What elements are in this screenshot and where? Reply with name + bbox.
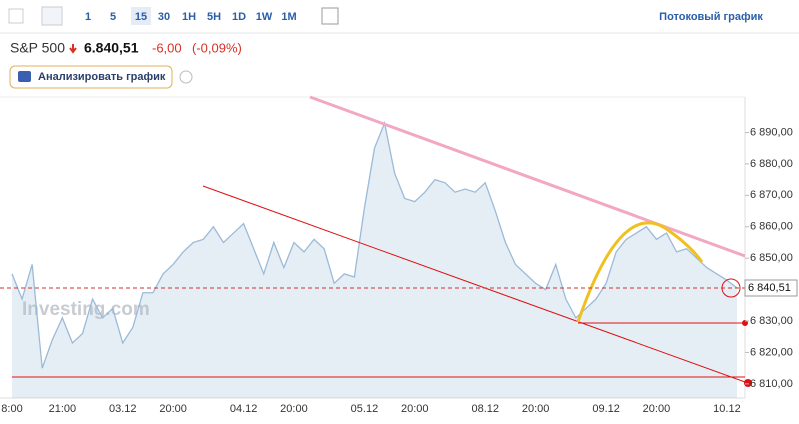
change: -6,00 [152,40,182,55]
toolbar-icons [8,6,339,26]
table-icon[interactable] [321,7,339,25]
price: 6.840,51 [84,40,139,56]
x-tick-label: 09.12 [592,403,620,415]
trendline-red [202,185,746,383]
x-tick-label: 04.12 [230,403,258,415]
x-tick-label: 20:00 [522,403,550,415]
active-interval [131,7,151,25]
x-tick-label: 20:00 [280,403,308,415]
x-tick-label: 03.12 [109,403,137,415]
x-tick-label: 20:00 [401,403,429,415]
instrument-name: S&P 500 [10,40,65,56]
area-fill [12,123,737,399]
y-tick-label: 6 820,00 [750,346,793,358]
area-icon[interactable] [41,6,63,26]
x-tick-label: 8:00 [1,403,22,415]
x-tick-label: 21:00 [49,403,77,415]
y-tick-label: 6 850,00 [750,252,793,264]
trendline-pink [309,95,746,258]
y-tick-label: 6 880,00 [750,158,793,170]
y-tick-label: 6 810,00 [750,378,793,390]
watermark: Investing.com [22,299,150,320]
interval[interactable]: 30 [158,11,170,23]
stream-link[interactable]: Потоковый график [659,11,763,23]
arc-drawing [576,221,704,323]
y-tick-label: 6 890,00 [750,126,793,138]
interval[interactable]: 15 [135,11,147,23]
interval[interactable]: 1 [85,11,91,23]
y-tick-label: 6 830,00 [750,315,793,327]
level-dot [744,379,752,387]
ai-button[interactable]: Анализировать график [38,71,166,83]
candle-icon[interactable] [8,8,24,24]
x-tick-label: 20:00 [159,403,187,415]
price-line [11,120,738,369]
ai-icon [18,71,31,82]
last-price-marker [721,278,741,298]
drawings [12,95,752,387]
y-tick-label: 6 860,00 [750,221,793,233]
ai-button-box[interactable] [9,65,173,89]
interval[interactable]: 1M [281,11,296,23]
x-tick-label: 20:00 [643,403,671,415]
x-tick-label: 08.12 [471,403,499,415]
interval[interactable]: 5H [207,11,221,23]
interval[interactable]: 1W [256,11,273,23]
last-price-box [744,279,798,297]
info-icon[interactable] [179,70,193,84]
x-tick-label: 05.12 [351,403,379,415]
plot: Investing.com [11,120,738,399]
interval[interactable]: 1H [182,11,196,23]
y-tick-label: 6 870,00 [750,189,793,201]
down-arrow [69,44,77,54]
interval[interactable]: 5 [110,11,116,23]
change-pct: (-0,09%) [192,40,242,55]
interval[interactable]: 1D [232,11,246,23]
last-price-label: 6 840,51 [748,282,791,294]
x-tick-label: 10.12 [713,403,741,415]
